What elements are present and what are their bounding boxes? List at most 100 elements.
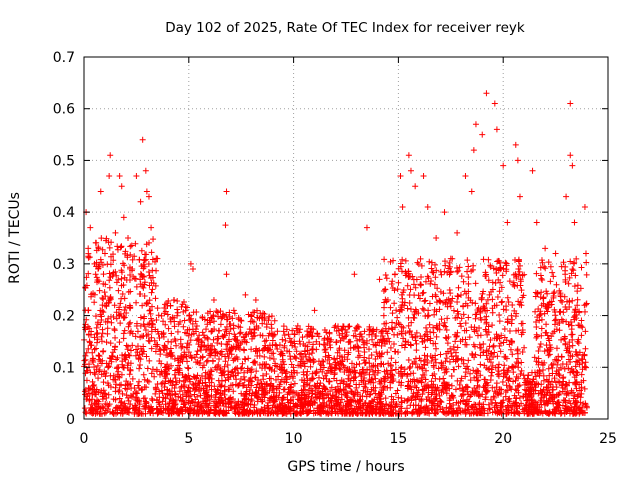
data-point	[222, 377, 229, 384]
data-point	[552, 250, 559, 257]
data-point	[415, 261, 422, 268]
data-point	[432, 375, 439, 382]
data-point	[224, 341, 231, 348]
data-point	[217, 383, 224, 390]
data-point	[90, 383, 97, 390]
data-point	[420, 172, 427, 179]
data-point	[487, 336, 494, 343]
data-point	[567, 100, 574, 107]
data-point	[280, 328, 287, 335]
data-point	[517, 278, 524, 285]
data-point	[280, 323, 287, 330]
data-point	[487, 376, 494, 383]
data-point	[146, 297, 153, 304]
data-point	[558, 382, 565, 389]
data-point	[212, 349, 219, 356]
data-point	[554, 361, 561, 368]
data-point	[544, 384, 551, 391]
data-point	[271, 397, 278, 404]
data-point	[549, 269, 556, 276]
data-point	[540, 300, 547, 307]
data-point	[498, 299, 505, 306]
data-point	[483, 347, 490, 354]
data-point	[147, 310, 154, 317]
data-point	[456, 381, 463, 388]
data-point	[248, 346, 255, 353]
data-point	[447, 303, 454, 310]
data-point	[361, 344, 368, 351]
data-point	[536, 317, 543, 324]
data-point	[372, 384, 379, 391]
data-point	[129, 330, 136, 337]
data-point	[140, 343, 147, 350]
data-point	[465, 263, 472, 270]
data-point	[180, 308, 187, 315]
data-point	[271, 317, 278, 324]
data-point	[146, 307, 153, 314]
data-point	[477, 352, 484, 359]
data-point	[405, 356, 412, 363]
data-point	[477, 332, 484, 339]
data-point	[118, 275, 125, 282]
data-point	[368, 352, 375, 359]
data-point	[173, 379, 180, 386]
data-point	[134, 328, 141, 335]
data-point	[345, 382, 352, 389]
data-point	[122, 356, 129, 363]
data-point	[377, 380, 384, 387]
data-point	[387, 258, 394, 265]
data-point	[153, 267, 160, 274]
data-point	[160, 331, 167, 338]
data-point	[543, 321, 550, 328]
data-point	[464, 268, 471, 275]
data-point	[89, 349, 96, 356]
data-point	[170, 408, 177, 415]
data-point	[321, 346, 328, 353]
data-point	[505, 403, 512, 410]
data-point	[268, 350, 275, 357]
data-point	[87, 224, 94, 231]
data-point	[430, 329, 437, 336]
data-point	[118, 371, 125, 378]
data-point	[471, 324, 478, 331]
data-point	[234, 369, 241, 376]
data-point	[397, 403, 404, 410]
data-point	[170, 314, 177, 321]
data-point	[261, 311, 268, 318]
data-point	[579, 404, 586, 411]
data-point	[573, 404, 580, 411]
data-point	[412, 337, 419, 344]
data-point	[309, 346, 316, 353]
data-point	[230, 388, 237, 395]
data-point	[438, 399, 445, 406]
data-point	[99, 396, 106, 403]
data-point	[183, 393, 190, 400]
data-point	[381, 256, 388, 263]
data-point	[493, 380, 500, 387]
data-point	[129, 342, 136, 349]
data-point	[124, 364, 131, 371]
data-point	[525, 384, 532, 391]
data-point	[569, 342, 576, 349]
data-point	[452, 386, 459, 393]
data-point	[257, 310, 264, 317]
data-point	[145, 260, 152, 267]
data-point	[531, 369, 538, 376]
data-point	[162, 308, 169, 315]
data-point	[107, 293, 114, 300]
data-point	[244, 401, 251, 408]
data-point	[430, 269, 437, 276]
data-point	[149, 397, 156, 404]
data-point	[351, 367, 358, 374]
data-point	[105, 300, 112, 307]
data-point	[406, 328, 413, 335]
data-point	[164, 386, 171, 393]
data-point	[521, 271, 528, 278]
data-point	[139, 273, 146, 280]
data-point	[567, 152, 574, 159]
data-point	[414, 389, 421, 396]
data-point	[203, 326, 210, 333]
data-point	[582, 345, 589, 352]
data-point	[376, 276, 383, 283]
data-point	[253, 390, 260, 397]
